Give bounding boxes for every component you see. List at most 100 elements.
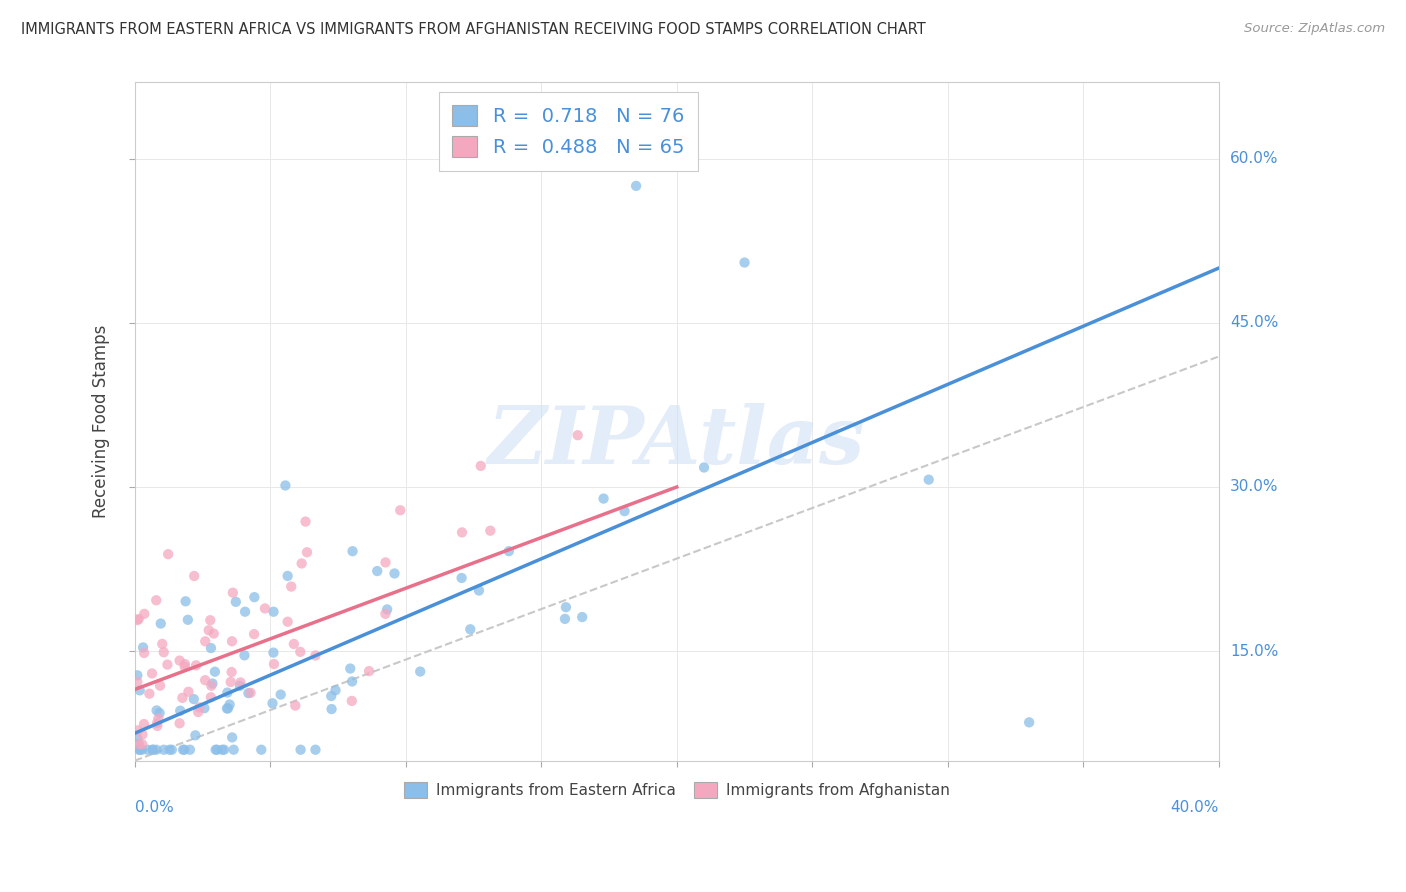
Point [291,557,314,571]
Point [250,742,273,756]
Point [145,703,167,717]
Y-axis label: Receiving Food Stamps: Receiving Food Stamps [93,325,110,518]
Point [458,622,481,636]
Point [304,648,326,663]
Point [177,613,200,627]
Point [734,255,756,269]
Point [156,657,179,672]
Point [200,613,222,627]
Point [384,566,406,581]
Point [342,544,364,558]
Point [321,702,343,716]
Point [221,634,243,648]
Point [222,742,245,756]
Point [184,728,207,742]
Point [263,605,285,619]
Point [374,556,396,570]
Point [127,731,149,746]
Text: 30.0%: 30.0% [1230,480,1278,494]
Text: 15.0%: 15.0% [1230,644,1278,658]
Point [239,686,262,700]
Point [141,666,163,681]
Point [409,665,432,679]
Text: 60.0%: 60.0% [1230,151,1278,166]
Point [211,742,233,756]
Text: IMMIGRANTS FROM EASTERN AFRICA VS IMMIGRANTS FROM AFGHANISTAN RECEIVING FOOD STA: IMMIGRANTS FROM EASTERN AFRICA VS IMMIGR… [21,22,925,37]
Point [277,615,299,629]
Point [159,742,181,756]
Point [183,569,205,583]
Point [184,658,207,673]
Point [145,742,167,756]
Point [172,690,194,705]
Point [229,675,252,690]
Point [218,698,240,712]
Point [183,692,205,706]
Point [277,569,299,583]
Point [205,742,228,756]
Point [290,742,312,756]
Point [274,478,297,492]
Point [284,698,307,713]
Point [146,715,169,730]
Point [204,665,226,679]
Point [325,683,347,698]
Legend: Immigrants from Eastern Africa, Immigrants from Afghanistan: Immigrants from Eastern Africa, Immigran… [398,776,956,804]
Point [201,676,224,690]
Point [571,610,593,624]
Point [128,742,150,756]
Point [294,515,316,529]
Point [160,742,183,756]
Point [1018,715,1040,730]
Point [127,675,149,690]
Point [152,742,174,756]
Point [229,679,252,693]
Point [217,685,239,699]
Point [624,178,647,193]
Point [131,742,153,756]
Point [194,634,217,648]
Point [613,504,636,518]
Point [148,711,170,725]
Point [283,637,305,651]
Point [262,696,284,710]
Point [132,640,155,655]
Point [174,594,197,608]
Point [134,646,156,660]
Point [202,626,225,640]
Point [238,686,260,700]
Point [142,742,165,756]
Point [253,601,276,615]
Point [479,524,502,538]
Point [128,737,150,751]
Point [194,673,217,688]
Point [212,742,235,756]
Point [134,607,156,621]
Point [129,742,152,756]
Point [262,646,284,660]
Point [150,637,173,651]
Point [290,645,312,659]
Point [243,627,266,641]
Point [567,428,589,442]
Point [138,687,160,701]
Point [127,737,149,751]
Point [374,607,396,621]
Point [340,694,363,708]
Text: ZIPAtlas: ZIPAtlas [488,403,866,481]
Point [592,491,614,506]
Point [693,460,716,475]
Point [340,674,363,689]
Point [304,742,326,756]
Point [366,564,388,578]
Point [200,679,222,693]
Point [142,742,165,756]
Point [339,661,361,675]
Point [169,654,191,668]
Text: 0.0%: 0.0% [135,799,173,814]
Point [127,723,149,738]
Point [451,525,474,540]
Point [131,737,153,751]
Text: Source: ZipAtlas.com: Source: ZipAtlas.com [1244,22,1385,36]
Point [127,613,149,627]
